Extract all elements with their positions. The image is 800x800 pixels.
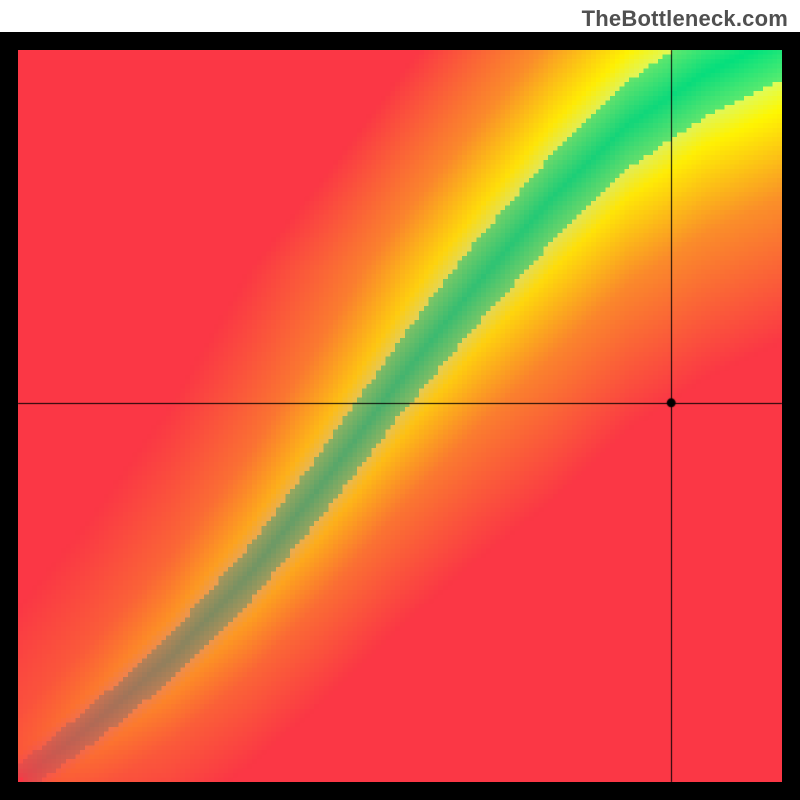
figure-container: TheBottleneck.com [0, 0, 800, 800]
crosshair-overlay [0, 32, 800, 800]
plot-frame [0, 32, 800, 800]
watermark-text: TheBottleneck.com [582, 6, 788, 32]
